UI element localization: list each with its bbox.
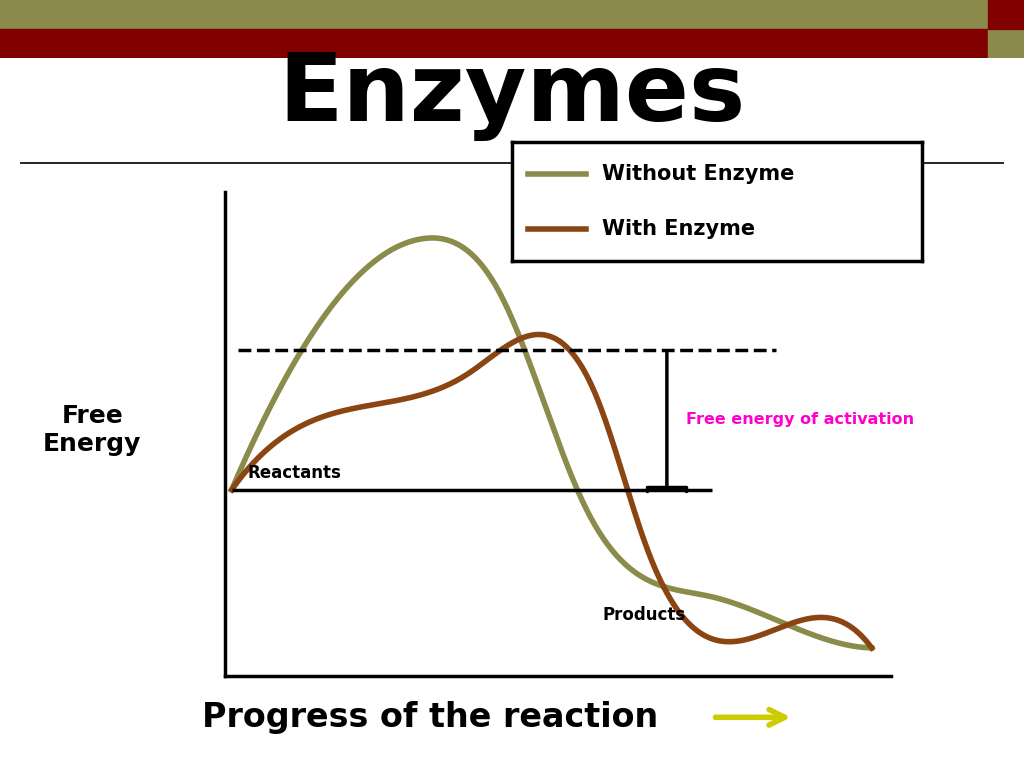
Text: With Enzyme: With Enzyme [602,219,756,239]
Text: Free
Energy: Free Energy [43,404,141,456]
Text: Progress of the reaction: Progress of the reaction [202,701,658,733]
Text: Without Enzyme: Without Enzyme [602,164,795,184]
Bar [988,0,1024,29]
FancyArrowPatch shape [716,710,784,725]
Text: Products: Products [603,606,686,624]
Text: Reactants: Reactants [248,464,342,482]
Bar [988,29,1024,58]
Text: Free energy of activation: Free energy of activation [686,412,914,428]
Bar [0,29,988,58]
Text: Enzymes: Enzymes [279,49,745,141]
Bar [0,0,988,29]
